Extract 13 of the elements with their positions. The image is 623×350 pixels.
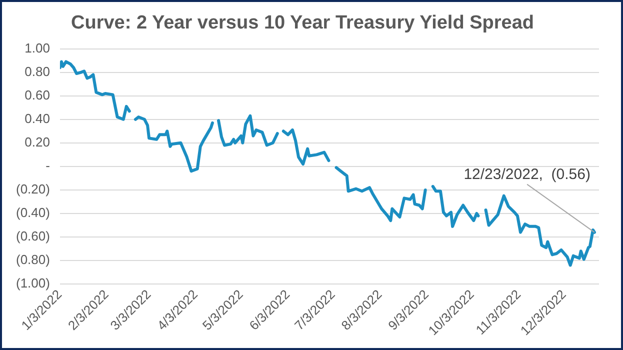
annotation: 12/23/2022, (0.56) bbox=[464, 166, 590, 183]
chart-title: Curve: 2 Year versus 10 Year Treasury Yield Spread bbox=[71, 12, 534, 34]
y-tick-label: - bbox=[46, 158, 50, 174]
y-tick-label: (0.60) bbox=[16, 228, 50, 244]
y-tick-label: 0.60 bbox=[24, 87, 50, 102]
y-tick-label: 1.00 bbox=[24, 40, 50, 56]
y-tick-label: 0.80 bbox=[24, 64, 50, 79]
y-tick-label: 0.20 bbox=[24, 134, 50, 150]
y-tick-label: (0.80) bbox=[16, 252, 50, 268]
y-tick-label: 0.40 bbox=[24, 110, 50, 126]
y-tick-label: (0.20) bbox=[16, 182, 50, 197]
y-tick-label: (0.40) bbox=[16, 205, 50, 220]
y-tick-label: (1.00) bbox=[16, 276, 50, 291]
